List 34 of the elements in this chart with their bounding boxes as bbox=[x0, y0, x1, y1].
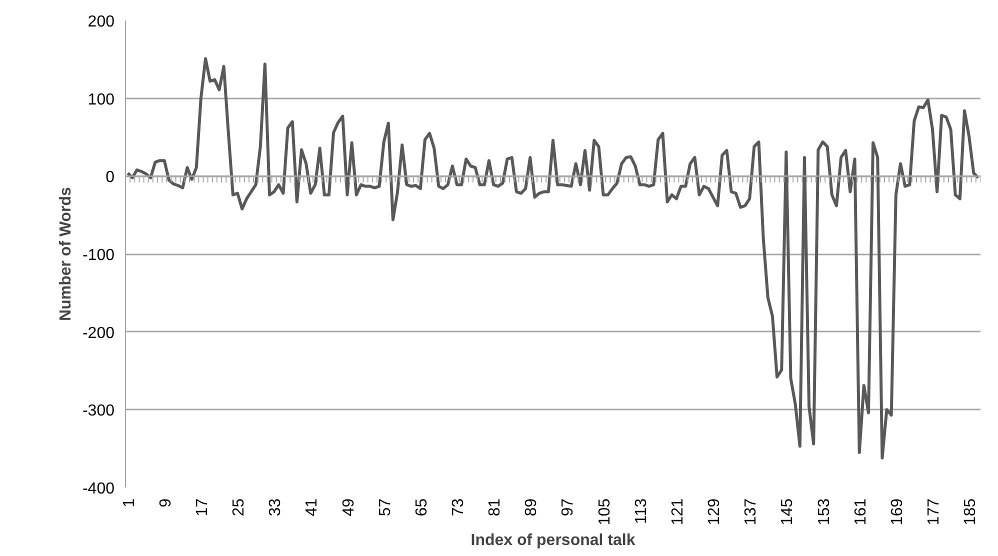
x-tick-label: 41 bbox=[304, 498, 321, 516]
y-tick-label: -200 bbox=[82, 324, 115, 342]
x-tick-label: 169 bbox=[888, 498, 906, 526]
y-axis-title: Number of Words bbox=[57, 186, 74, 321]
x-tick-label: 97 bbox=[560, 498, 577, 516]
x-tick-label: 9 bbox=[157, 498, 174, 508]
x-tick-label: 73 bbox=[450, 498, 467, 516]
x-tick-label: 121 bbox=[669, 498, 686, 526]
y-tick-label: -300 bbox=[82, 402, 115, 420]
x-tick-label: 17 bbox=[194, 498, 211, 516]
x-tick-label: 57 bbox=[376, 498, 394, 516]
x-tick-label: 129 bbox=[706, 498, 724, 526]
y-tick-label: 0 bbox=[106, 169, 115, 186]
x-tick-label: 25 bbox=[230, 498, 248, 516]
x-tick-label: 49 bbox=[340, 498, 358, 516]
x-tick-label: 65 bbox=[413, 498, 430, 516]
x-tick-label: 81 bbox=[486, 498, 504, 516]
line-series bbox=[126, 57, 980, 460]
x-tick-label: 153 bbox=[816, 498, 833, 526]
x-tick-label: 145 bbox=[779, 498, 796, 526]
x-tick-label: 177 bbox=[925, 498, 942, 526]
x-axis-title: Index of personal talk bbox=[470, 532, 636, 550]
x-tick-label: 1 bbox=[120, 498, 138, 508]
x-tick-label: 113 bbox=[632, 498, 650, 524]
x-tick-label: 33 bbox=[267, 498, 284, 516]
x-tick-label: 185 bbox=[962, 498, 980, 526]
x-tick-label: 105 bbox=[596, 498, 614, 526]
x-tick-label: 137 bbox=[742, 498, 760, 526]
x-tick-label: 89 bbox=[523, 498, 540, 516]
y-tick-label: -100 bbox=[82, 247, 115, 264]
y-tick-label: 200 bbox=[88, 14, 115, 30]
y-tick-label: 100 bbox=[88, 91, 115, 108]
y-tick-label: -400 bbox=[82, 480, 115, 498]
x-tick-label: 161 bbox=[852, 498, 870, 526]
